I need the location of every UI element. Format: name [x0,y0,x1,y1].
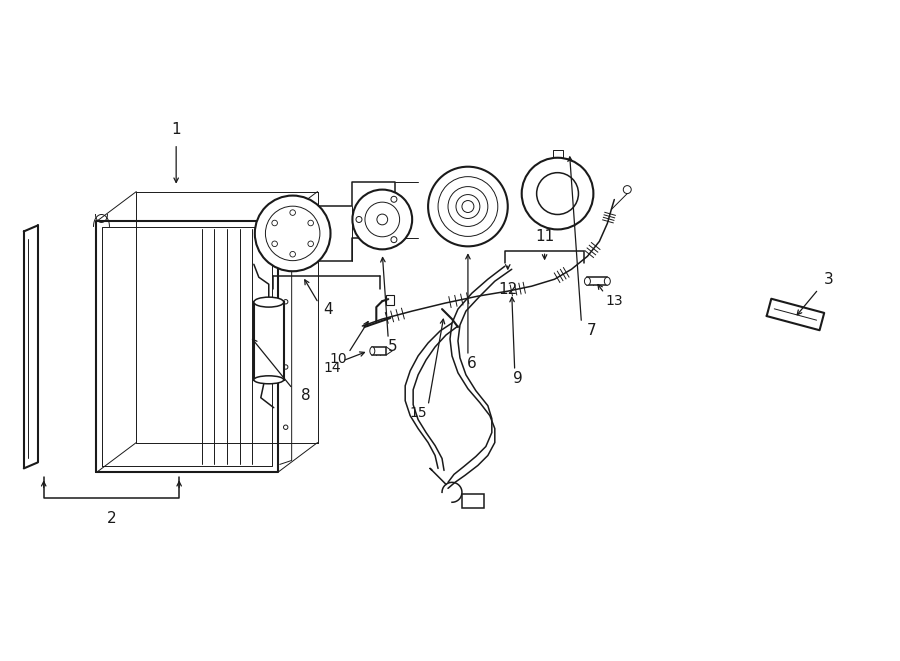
Circle shape [308,241,313,247]
Text: 5: 5 [387,340,397,354]
Ellipse shape [254,297,284,307]
Circle shape [438,176,498,237]
Circle shape [448,186,488,227]
Text: 13: 13 [606,294,623,308]
Text: 12: 12 [498,282,518,297]
Circle shape [536,173,579,214]
Bar [254,302,284,380]
Text: 14: 14 [324,361,341,375]
Bar [588,277,608,285]
Circle shape [290,251,295,257]
Text: 3: 3 [824,272,833,287]
Text: 7: 7 [587,323,596,338]
Circle shape [284,365,288,369]
Circle shape [284,257,288,261]
Circle shape [255,196,330,271]
Circle shape [624,186,631,194]
Bar [373,347,386,355]
Ellipse shape [254,376,284,384]
Text: 6: 6 [467,356,477,371]
Text: 11: 11 [535,229,554,244]
Ellipse shape [584,277,590,285]
Circle shape [356,217,362,223]
Text: 2: 2 [106,511,116,525]
Text: 1: 1 [171,122,181,137]
Circle shape [522,158,593,229]
Text: 4: 4 [324,301,333,317]
Circle shape [428,167,508,247]
Circle shape [290,210,295,215]
Circle shape [284,425,288,430]
Circle shape [353,190,412,249]
Bar [386,295,394,305]
Circle shape [456,194,480,219]
Text: 10: 10 [329,352,347,366]
Circle shape [272,241,277,247]
Circle shape [462,200,474,212]
Ellipse shape [370,347,374,355]
Circle shape [284,299,288,304]
Text: 8: 8 [301,388,310,403]
Text: 15: 15 [410,406,427,420]
Circle shape [377,214,388,225]
Circle shape [365,202,400,237]
Text: 9: 9 [513,371,523,386]
Circle shape [391,237,397,243]
Bar [462,494,484,508]
Circle shape [308,220,313,226]
Ellipse shape [604,277,610,285]
Circle shape [272,220,277,226]
Circle shape [391,196,397,202]
Circle shape [266,206,320,260]
